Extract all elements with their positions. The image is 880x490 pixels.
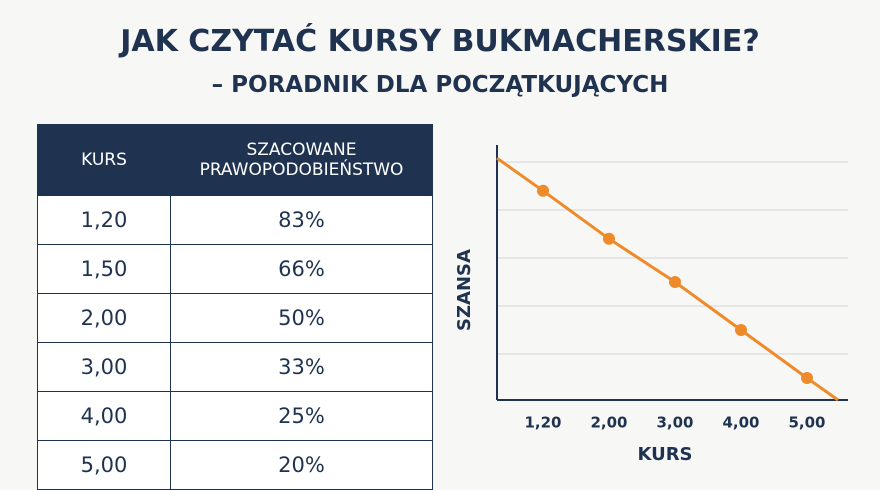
table-row: 1,50 66% bbox=[37, 244, 433, 294]
table-cell: 83% bbox=[170, 195, 433, 245]
table-row: 4,00 25% bbox=[37, 391, 433, 441]
table-cell: 1,20 bbox=[37, 195, 171, 245]
point bbox=[735, 324, 747, 336]
table-row: 5,00 20% bbox=[37, 440, 433, 490]
header-row: KURS SZACOWANE PRAWOPODOBIEŃSTWO bbox=[37, 124, 433, 196]
table-cell: 50% bbox=[170, 293, 433, 343]
page: JAK CZYTAĆ KURSY BUKMACHERSKIE? – PORADN… bbox=[37, 24, 848, 490]
x-tick-label: 5,00 bbox=[788, 414, 825, 432]
table-cell: 5,00 bbox=[37, 440, 171, 490]
point bbox=[537, 184, 549, 197]
line-extension bbox=[806, 376, 839, 402]
table-cell: 1,50 bbox=[37, 244, 171, 294]
point bbox=[801, 372, 813, 384]
header-cell: SZACOWANE PRAWOPODOBIEŃSTWO bbox=[170, 124, 433, 196]
table-cell: 20% bbox=[170, 440, 433, 490]
odds-table: KURS SZACOWANE PRAWOPODOBIEŃSTWO 1,20 83%… bbox=[37, 124, 433, 490]
point bbox=[603, 232, 615, 245]
table-cell: 3,00 bbox=[37, 342, 171, 392]
table-body: 1,20 83% 1,50 66% 2,00 50% 3,00 33% 4,00 25% 5,00 2… bbox=[37, 195, 433, 490]
point bbox=[669, 276, 681, 288]
subtitle: – PORADNIK DLA POCZĄTKUJĄCYCH bbox=[211, 72, 669, 98]
chart: SZANSA KURS 1,20 2,00 3,00 4,00 5,00 bbox=[454, 145, 848, 465]
y-axis-label: SZANSA bbox=[454, 249, 475, 331]
x-tick-label: 1,20 bbox=[524, 414, 561, 432]
table-row: 3,00 33% bbox=[37, 342, 433, 392]
table-row: 2,00 50% bbox=[37, 293, 433, 343]
x-tick-label: 4,00 bbox=[722, 414, 759, 432]
line-extension bbox=[496, 156, 544, 193]
table-cell: 33% bbox=[170, 342, 433, 392]
x-tick-label: 3,00 bbox=[656, 414, 693, 432]
x-tick-label: 2,00 bbox=[590, 414, 627, 432]
table-cell: 4,00 bbox=[37, 391, 171, 441]
x-axis-label: KURS bbox=[637, 444, 692, 465]
table-cell: 66% bbox=[170, 244, 433, 294]
header-cell: KURS bbox=[37, 124, 171, 196]
title: JAK CZYTAĆ KURSY BUKMACHERSKIE? bbox=[120, 24, 760, 59]
table-row: 1,20 83% bbox=[37, 195, 433, 245]
table-cell: 2,00 bbox=[37, 293, 171, 343]
table-cell: 25% bbox=[170, 391, 433, 441]
